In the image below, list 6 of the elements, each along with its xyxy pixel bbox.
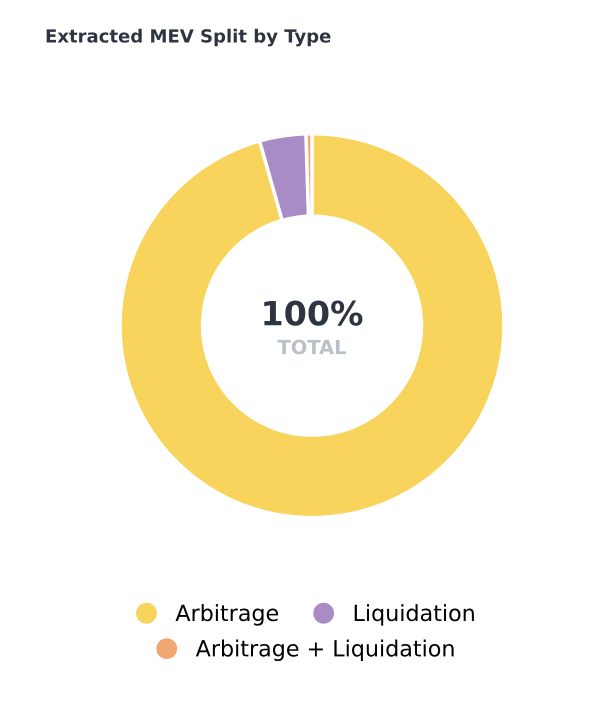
legend-label: Liquidation <box>354 604 474 626</box>
legend-label: Arbitrage + Liquidation <box>196 640 454 662</box>
chart-title: Extracted MEV Split by Type <box>46 28 330 46</box>
text: 100% <box>264 300 362 326</box>
text: TOTAL <box>278 340 346 354</box>
legend-label: Arbitrage <box>176 604 278 626</box>
